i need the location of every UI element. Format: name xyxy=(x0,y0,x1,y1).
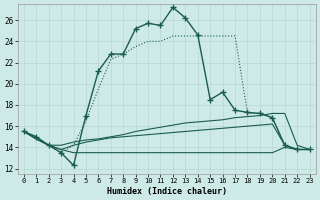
X-axis label: Humidex (Indice chaleur): Humidex (Indice chaleur) xyxy=(107,187,227,196)
